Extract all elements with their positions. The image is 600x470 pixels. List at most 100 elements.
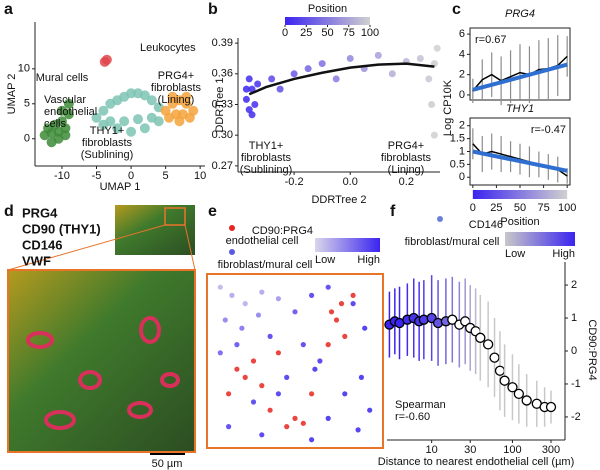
colorbar xyxy=(472,190,568,199)
point xyxy=(350,292,356,298)
point xyxy=(167,91,178,102)
point xyxy=(545,401,557,413)
point xyxy=(60,130,71,141)
x-tick-label: 0 xyxy=(128,170,134,182)
point xyxy=(416,54,424,62)
point xyxy=(255,312,262,318)
y-tick-label: 4 xyxy=(459,48,465,60)
x-tick-label: 100 xyxy=(503,444,521,456)
point xyxy=(309,292,315,298)
point xyxy=(119,116,130,127)
colorbar-low: Low xyxy=(505,248,525,260)
point xyxy=(362,325,368,331)
point xyxy=(259,383,265,389)
colorbar-high: High xyxy=(357,254,380,266)
point xyxy=(267,407,273,413)
x-tick-label: 75 xyxy=(537,202,549,214)
point xyxy=(139,123,150,134)
point xyxy=(245,106,253,114)
legend-label: fibroblast/mural cell xyxy=(405,236,500,248)
point xyxy=(250,358,257,364)
colorbar-tick-label: 100 xyxy=(361,27,379,39)
annotation: (Sublining) xyxy=(240,164,293,176)
point xyxy=(333,317,340,323)
colorbar-tick-label: 25 xyxy=(300,27,312,39)
point xyxy=(245,75,253,83)
y-axis-label: Log CP10K xyxy=(442,79,454,136)
y-axis-label: UMAP 2 xyxy=(6,74,18,115)
point xyxy=(342,391,348,397)
point xyxy=(447,314,458,325)
point xyxy=(98,119,109,130)
point xyxy=(300,420,306,426)
point xyxy=(430,131,438,139)
x-axis-label: Position xyxy=(500,216,539,228)
annotation: Leukocytes xyxy=(140,42,196,54)
panel-label: b xyxy=(208,1,218,18)
x-tick-label: -10 xyxy=(54,170,70,182)
point xyxy=(428,100,436,108)
colorbar-tick-label: 50 xyxy=(321,27,333,39)
channel-label: PRG4 xyxy=(22,205,58,220)
point xyxy=(317,358,323,364)
point xyxy=(242,95,250,103)
point xyxy=(217,284,223,290)
point xyxy=(226,391,232,397)
y-tick-label: 0.5 xyxy=(450,158,465,170)
colorbar-tick-label: 0 xyxy=(282,27,288,39)
point xyxy=(184,112,195,123)
point xyxy=(482,339,494,350)
point xyxy=(325,415,331,421)
point xyxy=(248,85,256,93)
point xyxy=(153,116,164,127)
point xyxy=(350,301,356,307)
annotation: Mural cells xyxy=(36,72,89,84)
panel-label: d xyxy=(4,203,14,220)
scale-bar-label: 50 µm xyxy=(152,458,183,470)
annotation: fibroblasts xyxy=(241,152,292,164)
point xyxy=(275,350,281,356)
point xyxy=(242,374,248,380)
point xyxy=(475,332,486,343)
colorbar-tick-label: 75 xyxy=(343,27,355,39)
point xyxy=(275,391,281,397)
point xyxy=(56,105,67,116)
point xyxy=(284,424,290,430)
colorbar xyxy=(315,238,380,252)
point xyxy=(267,333,273,339)
y-axis-label: CD90:PRG4 xyxy=(586,319,598,380)
annotation: endothelial xyxy=(44,106,97,118)
annotation: THY1+ xyxy=(249,140,284,152)
annotation: Spearman xyxy=(395,399,446,411)
annotation: (Lining) xyxy=(158,94,195,106)
point xyxy=(309,391,315,397)
point xyxy=(304,65,312,73)
y-tick-label: 0.30 xyxy=(212,129,233,141)
point xyxy=(499,375,510,386)
point xyxy=(312,366,318,372)
series-line xyxy=(472,149,568,173)
annotation: Vascular xyxy=(44,94,86,106)
series-line xyxy=(472,62,568,92)
y-tick-label: 2 xyxy=(459,69,465,81)
point xyxy=(355,427,361,433)
annotation: PRG4+ xyxy=(158,70,194,82)
point xyxy=(126,88,137,99)
annotation: PRG4+ xyxy=(388,140,424,152)
point xyxy=(284,374,290,380)
y-tick-label: 1 xyxy=(459,145,465,157)
legend-marker xyxy=(229,225,235,231)
annotation: r=0.67 xyxy=(475,34,507,46)
annotation: fibroblasts xyxy=(381,152,432,164)
x-tick-label: 30 xyxy=(464,444,476,456)
colorbar-low: Low xyxy=(315,254,335,266)
y-tick-label: 1.5 xyxy=(450,133,465,145)
point xyxy=(126,126,137,137)
point xyxy=(507,382,518,393)
y-axis-label: DDRTree 1 xyxy=(214,77,226,132)
point xyxy=(328,309,335,315)
point xyxy=(309,437,315,443)
point xyxy=(268,75,276,83)
point xyxy=(101,54,112,65)
